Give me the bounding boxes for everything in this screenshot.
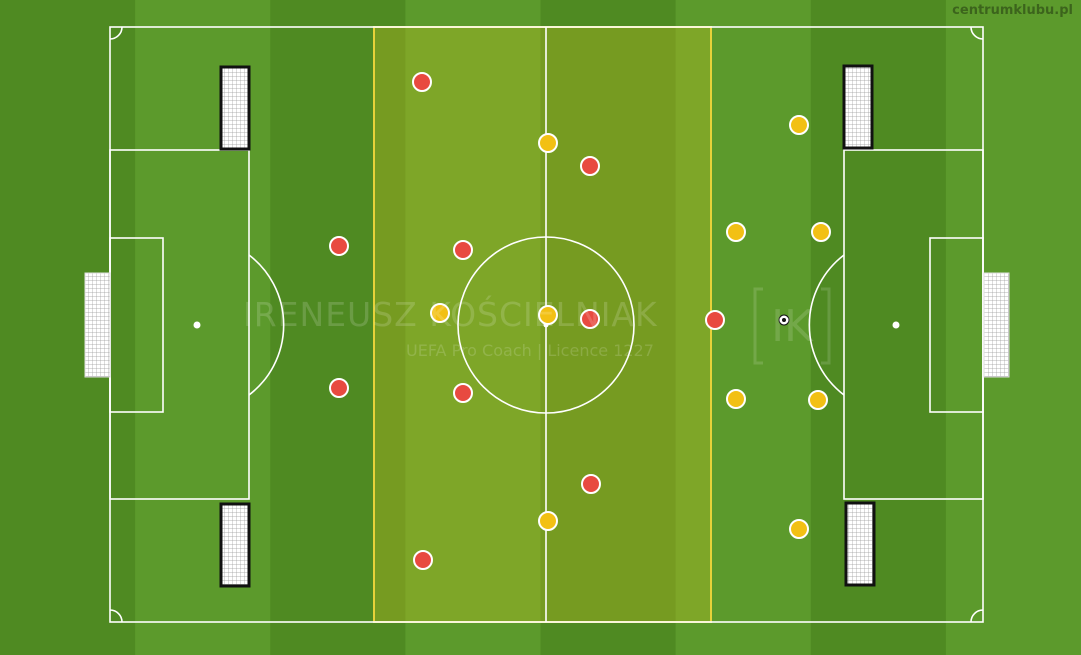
grass-stripe — [540, 0, 677, 655]
grass-stripe — [945, 0, 1081, 655]
player-yellow-8[interactable] — [808, 390, 828, 410]
player-yellow-10[interactable] — [789, 519, 809, 539]
mini-goal-left-top — [219, 65, 251, 151]
player-red-5[interactable] — [580, 309, 600, 329]
player-yellow-6[interactable] — [538, 305, 558, 325]
penalty-arc-right — [808, 254, 845, 396]
mini-goal-right-top — [842, 64, 874, 150]
watermark-logo: IK — [753, 287, 831, 365]
player-red-9[interactable] — [581, 474, 601, 494]
player-yellow-1[interactable] — [538, 133, 558, 153]
corner-arc-tr — [970, 26, 984, 40]
players — [329, 72, 831, 570]
corner-arc-tl — [109, 26, 123, 40]
watermark-logo-text: IK — [771, 301, 813, 352]
goals — [84, 64, 1010, 588]
soccer-ball-icon[interactable] — [778, 314, 790, 326]
penalty-spot-right — [892, 321, 900, 329]
mini-goal-left-bottom — [219, 502, 251, 588]
player-yellow-7[interactable] — [726, 389, 746, 409]
grass-stripe — [405, 0, 542, 655]
player-yellow-4[interactable] — [811, 222, 831, 242]
player-red-2[interactable] — [580, 156, 600, 176]
center-circle — [457, 236, 635, 414]
main-goal-right — [983, 272, 1010, 378]
player-red-7[interactable] — [329, 378, 349, 398]
penalty-spot-left — [193, 321, 201, 329]
player-red-10[interactable] — [413, 550, 433, 570]
mini-goal-right-bottom — [844, 501, 876, 587]
grass-stripe — [675, 0, 812, 655]
goal-area-right — [929, 237, 984, 413]
player-red-6[interactable] — [705, 310, 725, 330]
player-red-8[interactable] — [453, 383, 473, 403]
penalty-arc-left — [248, 254, 285, 396]
grass-stripe — [810, 0, 947, 655]
player-yellow-3[interactable] — [726, 222, 746, 242]
corner-arc-bl — [109, 609, 123, 623]
main-goal-left — [84, 272, 111, 378]
site-brand[interactable]: centrumklubu.pl — [952, 3, 1073, 18]
player-red-1[interactable] — [412, 72, 432, 92]
watermark-coach-name: IRENEUSZ KOŚCIELNIAK — [243, 295, 658, 334]
player-yellow-2[interactable] — [789, 115, 809, 135]
watermark-coach-subtitle: UEFA Pro Coach | Licence 1227 — [406, 341, 654, 360]
player-yellow-9[interactable] — [538, 511, 558, 531]
player-red-3[interactable] — [329, 236, 349, 256]
corner-arc-br — [970, 609, 984, 623]
grass-stripe — [0, 0, 137, 655]
player-yellow-5[interactable] — [430, 303, 450, 323]
grass-stripe — [270, 0, 407, 655]
player-red-4[interactable] — [453, 240, 473, 260]
